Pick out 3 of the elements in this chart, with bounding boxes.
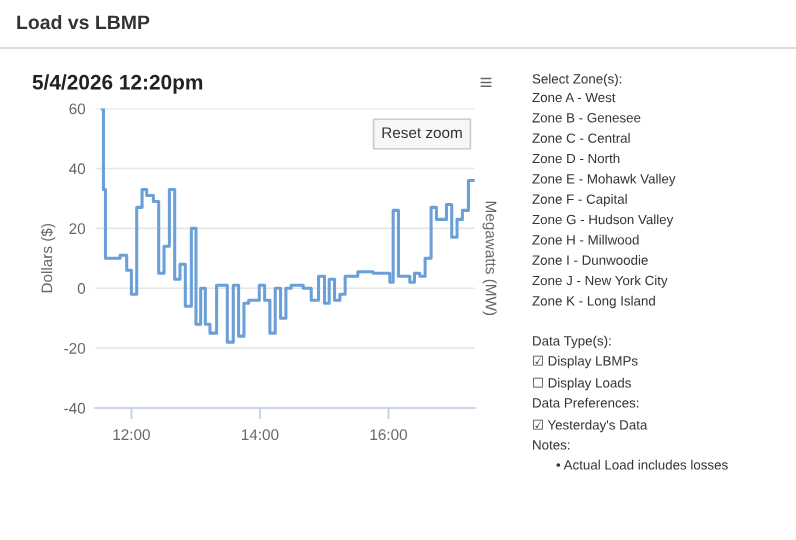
chart-subtitle: 5/4/2026 12:20pm — [32, 74, 203, 94]
chart-title: Load vs LBMP — [17, 14, 150, 30]
text: ≡ — [480, 77, 492, 88]
